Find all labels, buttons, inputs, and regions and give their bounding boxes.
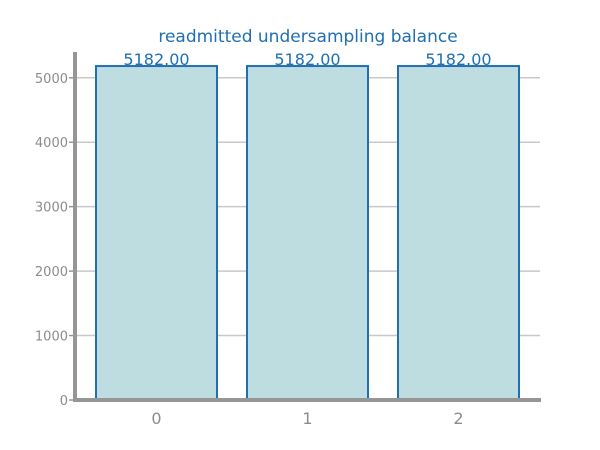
bar-value-labels: 5182.00 5182.00 5182.00 bbox=[123, 50, 491, 69]
x-tick-label: 0 bbox=[151, 409, 161, 428]
bar-value-label: 5182.00 bbox=[274, 50, 340, 69]
bar-2 bbox=[397, 65, 520, 401]
y-tick-label: 5000 bbox=[35, 72, 68, 87]
chart-title: readmitted undersampling balance bbox=[158, 27, 457, 47]
bars bbox=[95, 65, 520, 401]
y-axis-ticks: 0 1000 2000 3000 4000 5000 bbox=[35, 72, 75, 409]
bar-value-label: 5182.00 bbox=[123, 50, 189, 69]
y-tick-label: 1000 bbox=[35, 330, 68, 345]
y-tick-label: 2000 bbox=[35, 265, 68, 280]
y-tick-label: 4000 bbox=[35, 136, 68, 151]
x-axis-ticks: 0 1 2 bbox=[151, 409, 463, 428]
x-tick-label: 1 bbox=[302, 409, 312, 428]
bar-value-label: 5182.00 bbox=[425, 50, 491, 69]
x-tick-label: 2 bbox=[453, 409, 463, 428]
bar-0 bbox=[95, 65, 218, 401]
y-tick-label: 0 bbox=[60, 394, 68, 409]
bar-1 bbox=[246, 65, 369, 401]
y-tick-label: 3000 bbox=[35, 201, 68, 216]
